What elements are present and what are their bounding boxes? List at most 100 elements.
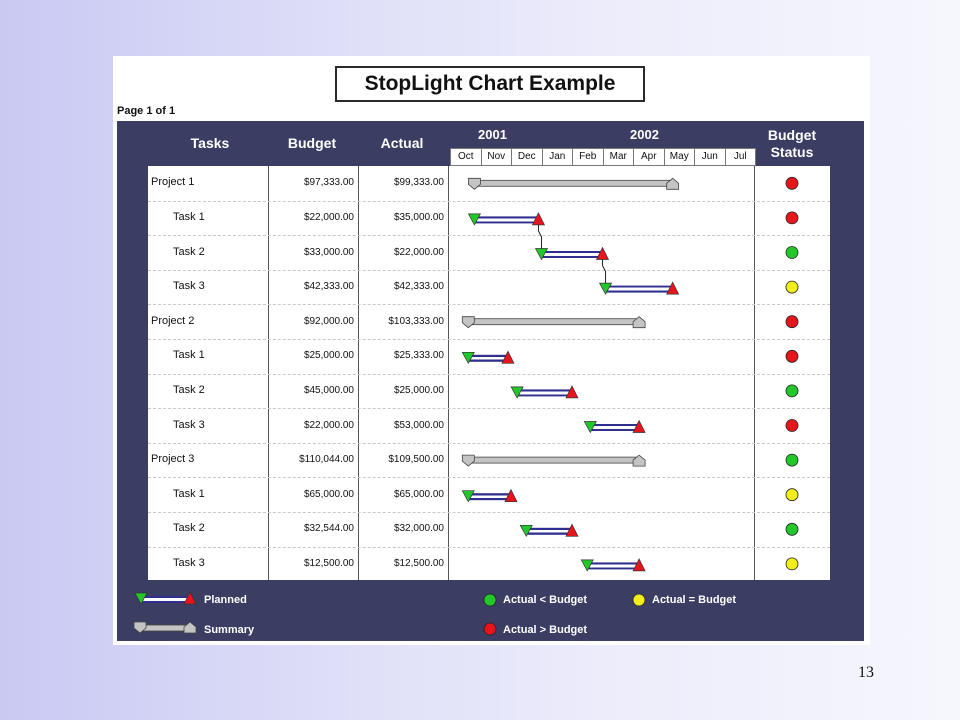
row-separator	[148, 373, 830, 375]
actual-value: $42,333.00	[393, 281, 444, 293]
task-end-marker	[632, 558, 646, 572]
task-bar	[605, 285, 673, 293]
budget-value: $92,000.00	[303, 315, 354, 327]
budget-status-light	[785, 557, 799, 571]
budget-value: $42,333.00	[303, 281, 354, 293]
actual-value: $35,000.00	[393, 211, 444, 223]
task-end-marker	[666, 281, 680, 295]
summary-end-marker	[666, 177, 680, 190]
summary-start-marker	[461, 316, 475, 329]
month-label: May	[663, 148, 695, 166]
budget-status-light	[785, 419, 799, 432]
table-body	[148, 166, 830, 580]
legend-yellow-light-icon	[632, 593, 646, 607]
task-bar	[517, 389, 572, 397]
month-label: Jul	[724, 148, 756, 166]
year-2002-label: 2002	[630, 127, 659, 142]
actual-value: $32,000.00	[393, 523, 444, 535]
budget-value: $22,000.00	[303, 419, 354, 431]
task-name: Task 3	[173, 280, 205, 293]
legend-planned-label: Planned	[204, 594, 247, 606]
task-name: Task 2	[173, 383, 205, 396]
budget-value: $45,000.00	[303, 384, 354, 396]
budget-value: $65,000.00	[303, 488, 354, 500]
row-separator	[148, 200, 830, 202]
budget-status-light	[785, 488, 799, 502]
divider-gantt-status	[754, 166, 755, 580]
task-bar	[590, 424, 640, 431]
budget-status-header-line1: Budget	[767, 127, 817, 143]
month-label: Mar	[602, 148, 634, 166]
actual-value: $22,000.00	[393, 246, 444, 258]
row-separator	[148, 269, 830, 271]
task-start-marker	[461, 490, 475, 503]
task-name: Task 1	[173, 349, 205, 362]
budget-status-light	[785, 349, 799, 363]
task-name: Task 1	[173, 487, 205, 500]
year-2001-label: 2001	[478, 127, 507, 142]
legend-actual-eq-budget-label: Actual = Budget	[652, 594, 737, 606]
legend-planned-icon	[134, 591, 197, 605]
task-start-marker	[519, 524, 533, 538]
row-separator	[148, 512, 830, 513]
divider-actual-gantt	[448, 166, 449, 580]
divider-budget-actual	[358, 166, 359, 580]
row-separator	[148, 408, 830, 410]
row-separator	[148, 304, 830, 306]
project-name: Project 3	[151, 453, 195, 466]
summary-end-marker	[632, 316, 646, 329]
row-separator	[148, 546, 830, 548]
task-end-marker	[632, 419, 646, 433]
task-end-marker	[504, 488, 518, 503]
task-end-marker	[501, 350, 515, 364]
budget-header: Budget	[287, 135, 337, 151]
budget-status-light	[785, 453, 799, 467]
row-separator	[148, 235, 830, 237]
page-label: Page 1 of 1	[117, 105, 176, 117]
legend-summary-icon	[133, 621, 197, 634]
task-start-marker	[580, 559, 594, 572]
task-bar	[468, 354, 508, 362]
budget-status-light	[785, 315, 799, 329]
row-separator	[148, 339, 830, 340]
slide-page-number: 13	[858, 664, 874, 681]
actual-header: Actual	[380, 135, 424, 151]
task-end-marker	[565, 523, 579, 537]
dependency-connector	[537, 224, 542, 249]
actual-value: $12,500.00	[393, 557, 444, 569]
legend-summary-label: Summary	[204, 624, 255, 636]
actual-value: $25,000.00	[393, 384, 444, 396]
task-start-marker	[461, 351, 475, 365]
task-name: Task 3	[173, 418, 205, 431]
budget-value: $33,000.00	[303, 246, 354, 258]
tasks-header: Tasks	[190, 135, 230, 151]
summary-start-marker	[461, 454, 475, 467]
actual-value: $53,000.00	[393, 419, 444, 431]
budget-value: $25,000.00	[303, 350, 354, 362]
task-name: Task 3	[173, 556, 205, 569]
budget-value: $22,000.00	[303, 211, 354, 223]
budget-value: $110,044.00	[299, 454, 354, 466]
budget-value: $97,333.00	[303, 177, 354, 189]
task-end-marker	[565, 385, 579, 399]
budget-status-light	[785, 522, 799, 536]
task-start-marker	[583, 421, 597, 434]
actual-value: $99,333.00	[393, 177, 444, 189]
task-start-marker	[510, 386, 524, 399]
task-name: Task 1	[173, 210, 205, 223]
budget-value: $12,500.00	[303, 557, 354, 569]
budget-status-header: Budget Status	[752, 127, 832, 161]
task-bar	[468, 493, 511, 501]
budget-status-light	[785, 280, 799, 294]
summary-start-marker	[467, 177, 481, 190]
legend-red-light-icon	[483, 622, 497, 636]
row-separator	[148, 477, 830, 479]
task-name: Task 2	[173, 522, 205, 535]
task-bar	[526, 527, 572, 535]
task-bar	[541, 251, 603, 258]
task-start-marker	[467, 213, 481, 226]
budget-value: $32,544.00	[303, 523, 354, 535]
project-name: Project 2	[151, 314, 195, 327]
